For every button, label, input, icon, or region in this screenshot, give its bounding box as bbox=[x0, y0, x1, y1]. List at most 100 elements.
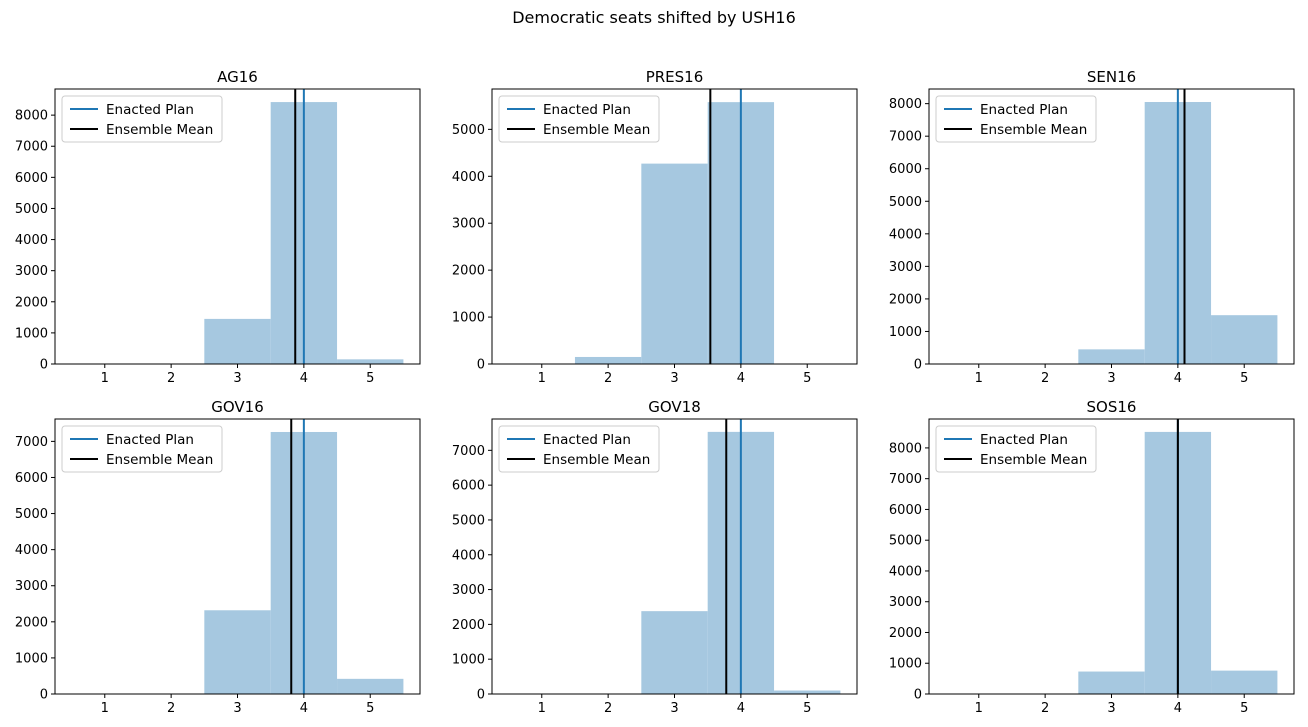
legend-box bbox=[498, 95, 660, 143]
y-tick-label: 4000 bbox=[15, 543, 48, 558]
subplot-sen16: SEN16 1 2 3 4 5 0 1000 2000 3000 4000 5000 6000 7000 8… bbox=[889, 68, 1295, 386]
y-tick-label: 4000 bbox=[452, 548, 485, 563]
legend-mean-label: Ensemble Mean bbox=[106, 452, 213, 468]
y-tick-label: 6000 bbox=[15, 171, 48, 186]
x-tick-label: 1 bbox=[975, 701, 983, 716]
histogram-bar bbox=[337, 678, 404, 694]
x-tick-label: 4 bbox=[737, 371, 745, 386]
x-tick-label: 2 bbox=[167, 371, 175, 386]
legend-mean-label: Ensemble Mean bbox=[106, 122, 213, 138]
x-tick-label: 1 bbox=[538, 371, 546, 386]
y-tick-label: 1000 bbox=[889, 657, 922, 672]
y-tick-label: 0 bbox=[914, 688, 922, 703]
y-tick-label: 0 bbox=[40, 688, 48, 703]
y-tick-label: 5000 bbox=[15, 507, 48, 522]
x-tick-label: 3 bbox=[1107, 701, 1115, 716]
x-tick-label: 2 bbox=[604, 371, 612, 386]
x-tick-label: 4 bbox=[1174, 701, 1182, 716]
histogram-bar bbox=[641, 611, 708, 694]
y-tick-label: 0 bbox=[914, 358, 922, 373]
figure-title: Democratic seats shifted by USH16 bbox=[512, 8, 796, 27]
legend-mean-label: Ensemble Mean bbox=[543, 122, 650, 138]
y-tick-label: 1000 bbox=[889, 325, 922, 340]
legend-box bbox=[498, 425, 660, 473]
subplot-title: PRES16 bbox=[646, 68, 704, 86]
x-tick-label: 4 bbox=[300, 701, 308, 716]
y-tick-label: 5000 bbox=[452, 513, 485, 528]
histogram-bar bbox=[574, 356, 642, 364]
y-tick-label: 3000 bbox=[889, 260, 922, 275]
y-tick-label: 3000 bbox=[452, 217, 485, 232]
y-tick-label: 5000 bbox=[889, 534, 922, 549]
y-tick-label: 6000 bbox=[452, 479, 485, 494]
x-tick-label: 4 bbox=[737, 701, 745, 716]
y-tick-label: 3000 bbox=[15, 264, 48, 279]
x-tick-label: 3 bbox=[233, 701, 241, 716]
y-tick-label: 5000 bbox=[889, 195, 922, 210]
y-tick-label: 6000 bbox=[15, 471, 48, 486]
y-tick-label: 1000 bbox=[15, 326, 48, 341]
histogram-bar bbox=[641, 163, 708, 364]
x-tick-label: 3 bbox=[670, 371, 678, 386]
histogram-bar bbox=[1211, 670, 1278, 694]
subplot-title: SEN16 bbox=[1087, 68, 1136, 86]
x-tick-label: 1 bbox=[975, 371, 983, 386]
y-tick-label: 6000 bbox=[889, 503, 922, 518]
subplot-title: GOV16 bbox=[211, 398, 264, 416]
legend-box bbox=[935, 425, 1097, 473]
y-tick-label: 8000 bbox=[889, 97, 922, 112]
y-tick-label: 7000 bbox=[452, 444, 485, 459]
x-tick-label: 5 bbox=[803, 701, 811, 716]
y-tick-label: 6000 bbox=[889, 162, 922, 177]
y-tick-label: 4000 bbox=[452, 170, 485, 185]
legend-mean-label: Ensemble Mean bbox=[543, 452, 650, 468]
legend-mean-label: Ensemble Mean bbox=[980, 452, 1087, 468]
y-tick-label: 2000 bbox=[15, 615, 48, 630]
histogram-bar bbox=[1211, 315, 1278, 364]
subplot-gov16: GOV16 1 2 3 4 5 0 1000 2000 3000 4000 5000 6000 7000 E… bbox=[15, 398, 421, 716]
y-tick-label: 4000 bbox=[889, 564, 922, 579]
y-tick-label: 0 bbox=[40, 358, 48, 373]
y-tick-label: 3000 bbox=[889, 595, 922, 610]
legend-enacted-label: Enacted Plan bbox=[980, 432, 1068, 448]
x-tick-label: 5 bbox=[366, 701, 374, 716]
y-tick-label: 8000 bbox=[889, 441, 922, 456]
legend-enacted-label: Enacted Plan bbox=[980, 102, 1068, 118]
subplot-title: GOV18 bbox=[648, 398, 701, 416]
x-tick-label: 5 bbox=[803, 371, 811, 386]
histogram-bar bbox=[1078, 671, 1145, 694]
x-tick-label: 1 bbox=[538, 701, 546, 716]
y-tick-label: 2000 bbox=[15, 295, 48, 310]
x-tick-label: 1 bbox=[101, 701, 109, 716]
legend-mean-label: Ensemble Mean bbox=[980, 122, 1087, 138]
y-tick-label: 1000 bbox=[15, 651, 48, 666]
x-tick-label: 3 bbox=[1107, 371, 1115, 386]
y-tick-label: 5000 bbox=[452, 123, 485, 138]
y-tick-label: 1000 bbox=[452, 653, 485, 668]
x-tick-label: 2 bbox=[1041, 371, 1049, 386]
y-tick-label: 4000 bbox=[889, 227, 922, 242]
subplot-ag16: AG16 1 2 3 4 5 0 1000 2000 3000 4000 5000 6000 7000 80… bbox=[15, 68, 421, 386]
y-tick-label: 2000 bbox=[889, 626, 922, 641]
y-tick-label: 5000 bbox=[15, 202, 48, 217]
x-tick-label: 1 bbox=[101, 371, 109, 386]
x-tick-label: 3 bbox=[233, 371, 241, 386]
x-tick-label: 4 bbox=[1174, 371, 1182, 386]
histogram-bar bbox=[774, 690, 841, 694]
y-tick-label: 0 bbox=[477, 688, 485, 703]
y-tick-label: 0 bbox=[477, 358, 485, 373]
y-tick-label: 2000 bbox=[452, 618, 485, 633]
x-tick-label: 2 bbox=[1041, 701, 1049, 716]
legend-box bbox=[61, 95, 223, 143]
subplot-title: AG16 bbox=[217, 68, 258, 86]
y-tick-label: 7000 bbox=[889, 130, 922, 145]
x-tick-label: 3 bbox=[670, 701, 678, 716]
legend-enacted-label: Enacted Plan bbox=[543, 102, 631, 118]
legend-enacted-label: Enacted Plan bbox=[543, 432, 631, 448]
x-tick-label: 5 bbox=[1240, 701, 1248, 716]
legend-box bbox=[935, 95, 1097, 143]
y-tick-label: 4000 bbox=[15, 233, 48, 248]
y-tick-label: 7000 bbox=[15, 140, 48, 155]
x-tick-label: 2 bbox=[167, 701, 175, 716]
histogram-bar bbox=[337, 359, 404, 364]
